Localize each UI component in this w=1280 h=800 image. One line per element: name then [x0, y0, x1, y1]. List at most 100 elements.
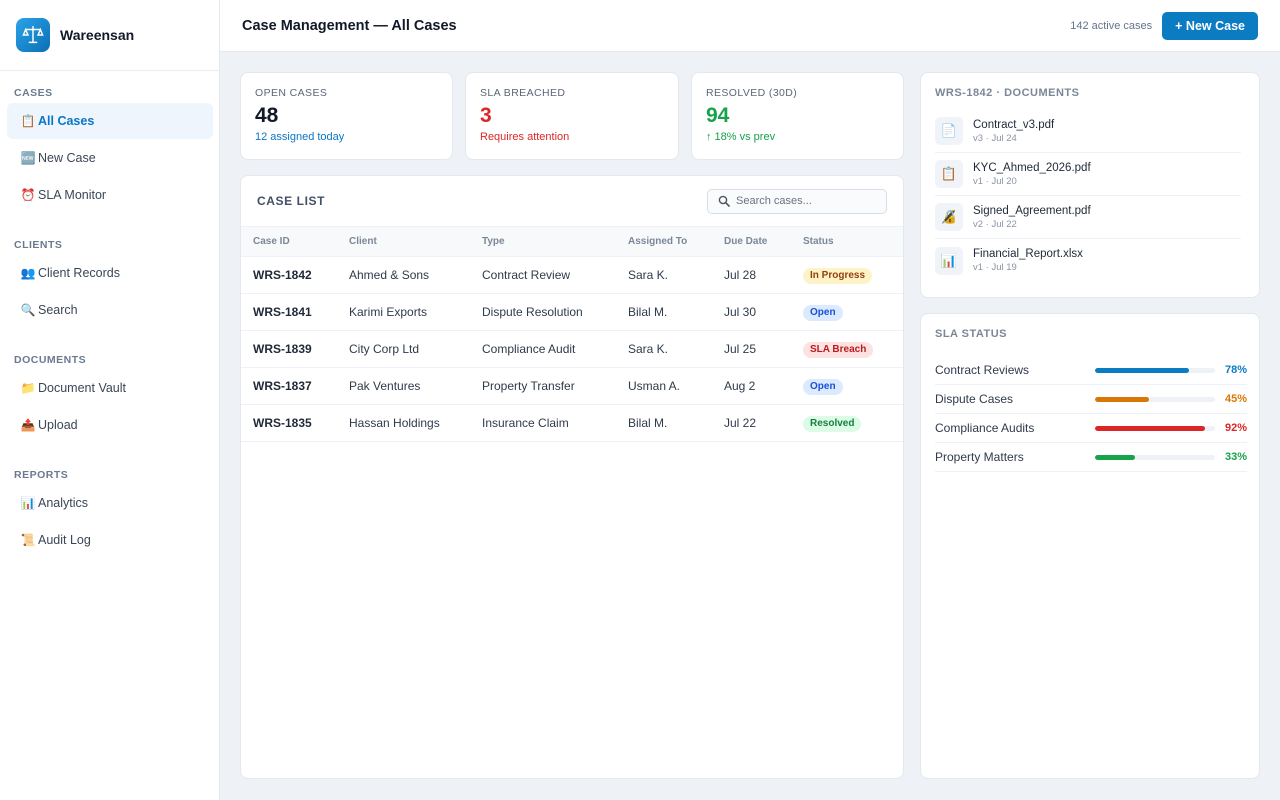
table-row[interactable]: WRS-1841 Karimi Exports Dispute Resolution… — [241, 293, 903, 331]
document-item[interactable]: 📋 KYC_Ahmed_2026.pdf v1 · Jul 20 — [935, 153, 1241, 196]
sidebar-item-document-vault[interactable]: 📁 Document Vault — [7, 370, 213, 406]
new-icon: 🆕 — [20, 151, 36, 165]
client-cell: Pak Ventures — [337, 367, 470, 405]
documents-panel: WRS-1842 · DOCUMENTS 📄 Contract_v3.pdf v3 … — [920, 72, 1260, 298]
assigned-to-cell: Sara K. — [616, 330, 712, 368]
document-name: Signed_Agreement.pdf — [973, 204, 1091, 217]
nav-section-clients: CLIENTS 👥 Client Records 🔍 Search — [0, 237, 220, 328]
sidebar-item-audit-log[interactable]: 📜 Audit Log — [7, 522, 213, 558]
upload-icon: 📤 — [20, 418, 36, 432]
sidebar-item-label: All Cases — [38, 114, 95, 128]
assigned-to-cell: Bilal M. — [616, 293, 712, 331]
sla-percent: 78% — [1224, 364, 1247, 376]
status-cell: SLA Breach — [791, 330, 903, 368]
sla-row: Compliance Audits 92% — [935, 414, 1247, 443]
assigned-to-cell: Usman A. — [616, 367, 712, 405]
sidebar-item-new-case[interactable]: 🆕 New Case — [7, 140, 213, 176]
new-case-button[interactable]: + New Case — [1162, 11, 1258, 40]
client-cell: Ahmed & Sons — [337, 256, 470, 294]
search-box[interactable] — [707, 188, 887, 214]
type-cell: Contract Review — [470, 256, 616, 294]
document-name: Contract_v3.pdf — [973, 118, 1055, 131]
sla-percent: 33% — [1224, 451, 1247, 463]
table-row[interactable]: WRS-1835 Hassan Holdings Insurance Claim Bi… — [241, 404, 903, 442]
client-cell: City Corp Ltd — [337, 330, 470, 368]
column-header[interactable]: Case ID — [241, 226, 337, 257]
status-badge: SLA Breach — [803, 341, 874, 358]
status-cell: In Progress — [791, 256, 903, 294]
column-header[interactable]: Assigned To — [616, 226, 712, 257]
case-id-cell: WRS-1841 — [241, 293, 337, 331]
documents-title: WRS-1842 · DOCUMENTS — [935, 87, 1080, 99]
sla-progress-bar — [1095, 425, 1215, 431]
sidebar-item-label: Analytics — [38, 496, 89, 510]
active-cases-count: 142 active cases — [1070, 19, 1153, 32]
search-icon: 🔍 — [20, 303, 36, 317]
sidebar-item-sla-monitor[interactable]: ⏰ SLA Monitor — [7, 177, 213, 213]
nav-section-reports: REPORTS 📊 Analytics 📜 Audit Log — [0, 467, 220, 558]
nav-heading: CLIENTS — [14, 239, 63, 251]
search-input[interactable] — [736, 195, 876, 207]
due-date-cell: Jul 25 — [712, 330, 791, 368]
due-date-cell: Jul 28 — [712, 256, 791, 294]
sidebar: Wareensan CASES 📋 All Cases 🆕 New Case ⏰ SLA M… — [0, 0, 220, 800]
case-list-title: CASE LIST — [257, 194, 326, 208]
sidebar-item-analytics[interactable]: 📊 Analytics — [7, 485, 213, 521]
column-header[interactable]: Due Date — [712, 226, 791, 257]
table-row[interactable]: WRS-1842 Ahmed & Sons Contract Review Sara … — [241, 256, 903, 294]
nav-heading: DOCUMENTS — [14, 354, 87, 366]
sla-category-name: Property Matters — [935, 450, 1024, 464]
status-badge: Open — [803, 378, 843, 395]
bar-chart-icon: 📊 — [935, 246, 963, 275]
type-cell: Property Transfer — [470, 367, 616, 405]
status-cell: Resolved — [791, 404, 903, 442]
type-cell: Insurance Claim — [470, 404, 616, 442]
document-item[interactable]: 📄 Contract_v3.pdf v3 · Jul 24 — [935, 110, 1241, 153]
stat-value: 3 — [480, 104, 492, 127]
assigned-to-cell: Bilal M. — [616, 404, 712, 442]
search-icon — [718, 195, 730, 207]
sla-row: Dispute Cases 45% — [935, 385, 1247, 414]
stat-value: 94 — [706, 104, 730, 127]
sidebar-item-upload[interactable]: 📤 Upload — [7, 407, 213, 443]
sidebar-item-label: SLA Monitor — [38, 188, 107, 202]
nav-heading: CASES — [14, 87, 53, 99]
sidebar-item-label: Upload — [38, 418, 78, 432]
sla-row: Property Matters 33% — [935, 443, 1247, 472]
stat-card-resolved: RESOLVED (30D) 94 ↑ 18% vs prev — [691, 72, 904, 160]
column-header[interactable]: Status — [791, 226, 903, 257]
brand: Wareensan — [0, 0, 219, 71]
table-row[interactable]: WRS-1837 Pak Ventures Property Transfer Usm… — [241, 367, 903, 405]
sidebar-item-all-cases[interactable]: 📋 All Cases — [7, 103, 213, 139]
sla-progress-fill — [1095, 396, 1149, 402]
column-header[interactable]: Client — [337, 226, 470, 257]
scales-logo-icon — [16, 18, 50, 52]
document-item[interactable]: 📊 Financial_Report.xlsx v1 · Jul 19 — [935, 239, 1241, 282]
people-icon: 👥 — [20, 266, 36, 280]
status-cell: Open — [791, 293, 903, 331]
sidebar-item-search[interactable]: 🔍 Search — [7, 292, 213, 328]
document-icon: 📄 — [935, 117, 963, 145]
status-badge: Open — [803, 304, 843, 321]
stat-card-sla-breached: SLA BREACHED 3 Requires attention — [465, 72, 679, 160]
stat-label: RESOLVED (30D) — [706, 87, 798, 99]
app-name: Wareensan — [60, 27, 135, 43]
column-header[interactable]: Type — [470, 226, 616, 257]
due-date-cell: Jul 30 — [712, 293, 791, 331]
case-list-panel: CASE LIST Case ID Client Type Assigned T… — [240, 175, 904, 779]
client-cell: Hassan Holdings — [337, 404, 470, 442]
lock-icon: 🔏 — [935, 203, 963, 231]
document-list: 📄 Contract_v3.pdf v3 · Jul 24 📋 KYC_Ahmed_20… — [935, 110, 1245, 282]
stat-subtext: 12 assigned today — [255, 131, 345, 143]
due-date-cell: Aug 2 — [712, 367, 791, 405]
document-meta: Signed_Agreement.pdf v2 · Jul 22 — [973, 205, 1091, 230]
sla-progress-bar — [1095, 396, 1215, 402]
sidebar-item-client-records[interactable]: 👥 Client Records — [7, 255, 213, 291]
case-table: Case ID Client Type Assigned To Due Date… — [241, 226, 903, 442]
case-id-cell: WRS-1839 — [241, 330, 337, 368]
stat-card-open-cases: OPEN CASES 48 12 assigned today — [240, 72, 453, 160]
document-item[interactable]: 🔏 Signed_Agreement.pdf v2 · Jul 22 — [935, 196, 1241, 239]
nav-section-documents: DOCUMENTS 📁 Document Vault 📤 Upload — [0, 352, 220, 443]
sla-status-panel: SLA STATUS Contract Reviews 78% Dispute Ca… — [920, 313, 1260, 779]
table-row[interactable]: WRS-1839 City Corp Ltd Compliance Audit Sar… — [241, 330, 903, 368]
